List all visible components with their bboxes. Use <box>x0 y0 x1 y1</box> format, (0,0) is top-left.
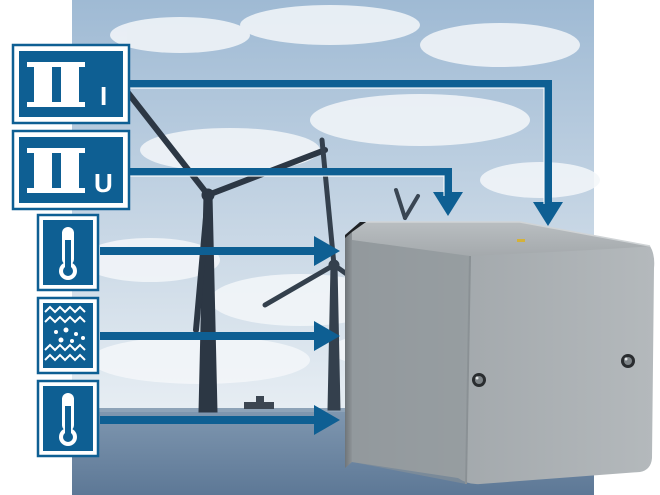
signal-arrows <box>100 80 552 424</box>
screw-icon <box>472 373 486 387</box>
current-transformer-icon: I <box>11 43 131 125</box>
boat <box>244 396 274 409</box>
arrowheads <box>314 192 563 435</box>
enclosure-top <box>352 222 650 258</box>
wind-turbine-icon <box>394 188 420 220</box>
thermometer-icon <box>36 213 100 292</box>
sensor-enclosure <box>345 221 655 485</box>
voltage-transformer-icon: U <box>11 129 131 211</box>
screw-icon <box>621 354 635 368</box>
thermometer-icon <box>36 379 100 458</box>
voltage-label: U <box>94 168 113 198</box>
vibration-icon <box>36 296 100 375</box>
current-label: I <box>100 81 107 111</box>
arrow-voltage <box>128 168 452 196</box>
arrow-current <box>128 80 552 206</box>
